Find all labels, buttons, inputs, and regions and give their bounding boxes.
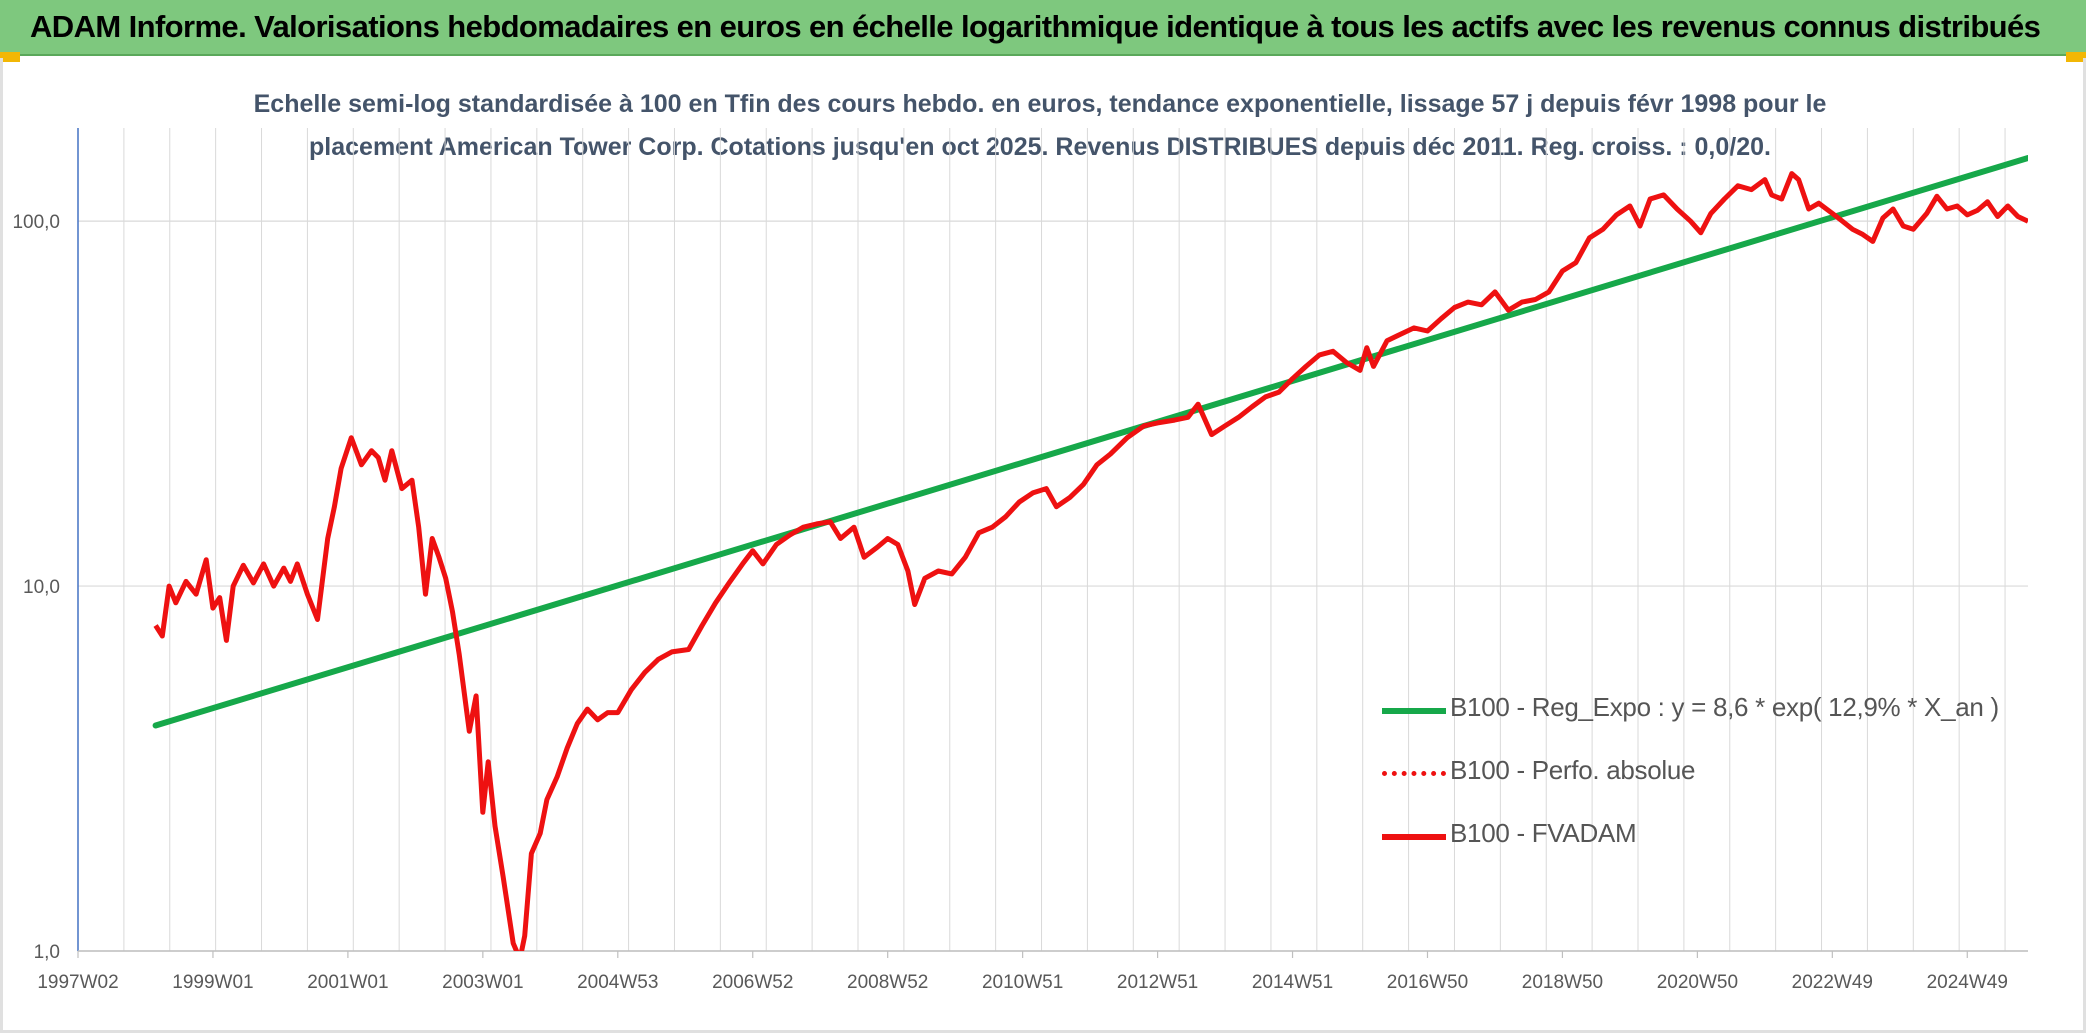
legend-swatch-regression	[1382, 708, 1446, 714]
x-tick-label: 2016W50	[1387, 972, 1468, 993]
x-tick-label: 1997W02	[37, 972, 118, 993]
x-tick-label: 2014W51	[1252, 972, 1333, 993]
chart-title-line1: Echelle semi-log standardisée à 100 en T…	[253, 90, 1827, 118]
x-tick-label: 2012W51	[1117, 972, 1198, 993]
x-tick-label: 2001W01	[307, 972, 388, 993]
corner-marker-right	[2066, 52, 2086, 62]
y-tick-label: 1,0	[34, 942, 60, 963]
x-tick-label: 2003W01	[442, 972, 523, 993]
chart-plot: 1,0 10,0 100,0 1997W02 1999W01 2001W01 2003W01…	[12, 128, 2028, 993]
legend-swatch-perfo	[1382, 771, 1446, 776]
series-regression-line	[152, 155, 2028, 729]
x-tick-label: 2018W50	[1522, 972, 1603, 993]
x-tick-label: 2020W50	[1657, 972, 1738, 993]
corner-marker-left	[0, 52, 20, 62]
chart-frame	[0, 58, 2086, 1033]
x-tick-label: 2010W51	[982, 972, 1063, 993]
x-tick-label: 2006W52	[712, 972, 793, 993]
legend-label-fvadam: B100 - FVADAM	[1450, 818, 1637, 848]
x-tick-label: 2008W52	[847, 972, 928, 993]
chart-title-line2: placement American Tower Corp. Cotations…	[309, 133, 1771, 161]
y-tick-label: 10,0	[23, 577, 60, 598]
x-tick-label: 2024W49	[1927, 972, 2008, 993]
legend-label-regression: B100 - Reg_Expo : y = 8,6 * exp( 12,9% *…	[1450, 692, 1999, 722]
x-tick-label: 1999W01	[172, 972, 253, 993]
page-header: ADAM Informe. Valorisations hebdomadaire…	[0, 0, 2086, 56]
x-tick-label: 2022W49	[1792, 972, 1873, 993]
series-fvadam-line	[153, 171, 2028, 951]
header-title: ADAM Informe. Valorisations hebdomadaire…	[30, 9, 2041, 44]
y-tick-label: 100,0	[12, 212, 60, 233]
legend-label-perfo: B100 - Perfo. absolue	[1450, 755, 1696, 785]
x-tick-label: 2004W53	[577, 972, 658, 993]
legend-swatch-fvadam	[1382, 834, 1446, 840]
